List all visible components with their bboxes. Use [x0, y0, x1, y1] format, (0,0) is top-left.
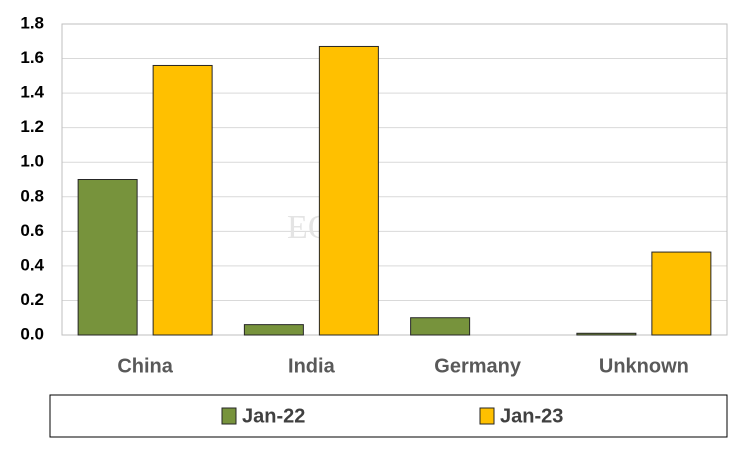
bar — [243, 324, 304, 336]
legend-swatch — [221, 407, 237, 425]
bar — [410, 317, 471, 336]
y-tick-label: 0.6 — [20, 221, 44, 240]
legend-label: Jan-22 — [242, 405, 305, 427]
bar — [651, 251, 712, 336]
legend-swatch — [479, 407, 495, 425]
bar — [77, 179, 138, 336]
bar — [152, 64, 213, 336]
y-tick-label: 1.6 — [20, 48, 44, 67]
x-tick-label: Unknown — [599, 355, 689, 377]
legend-box — [49, 394, 728, 438]
y-tick-label: 0.0 — [20, 324, 44, 343]
x-tick-label: China — [117, 355, 173, 377]
x-tick-label: India — [288, 355, 336, 377]
y-tick-label: 1.0 — [20, 152, 44, 171]
y-tick-label: 1.2 — [20, 117, 44, 136]
bar — [576, 332, 637, 336]
x-tick-label: Germany — [434, 355, 522, 377]
legend-label: Jan-23 — [500, 405, 563, 427]
y-tick-label: 0.2 — [20, 290, 44, 309]
bar — [318, 45, 379, 336]
y-tick-label: 0.4 — [20, 255, 44, 274]
y-tick-label: 1.8 — [20, 13, 44, 32]
y-tick-label: 1.4 — [20, 83, 44, 102]
plot-border — [61, 23, 728, 336]
y-tick-label: 0.8 — [20, 186, 44, 205]
